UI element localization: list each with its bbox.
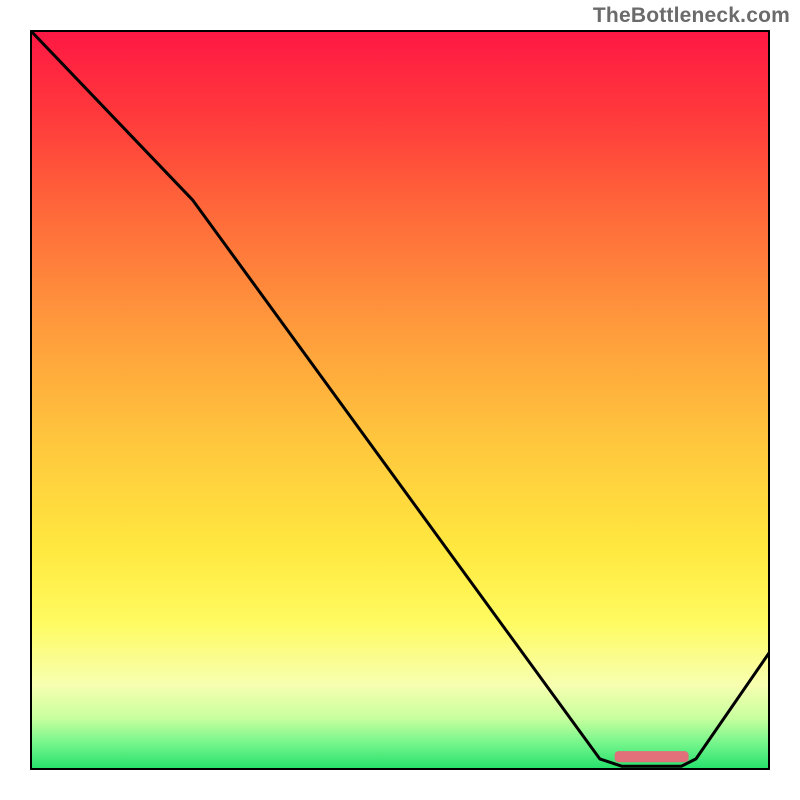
watermark-text: TheBottleneck.com <box>593 4 790 28</box>
optimal-range-marker <box>615 751 689 762</box>
gradient-background <box>30 30 770 770</box>
plot-svg <box>30 30 770 770</box>
plot-area <box>30 30 770 770</box>
chart-root: TheBottleneck.com <box>0 0 800 800</box>
